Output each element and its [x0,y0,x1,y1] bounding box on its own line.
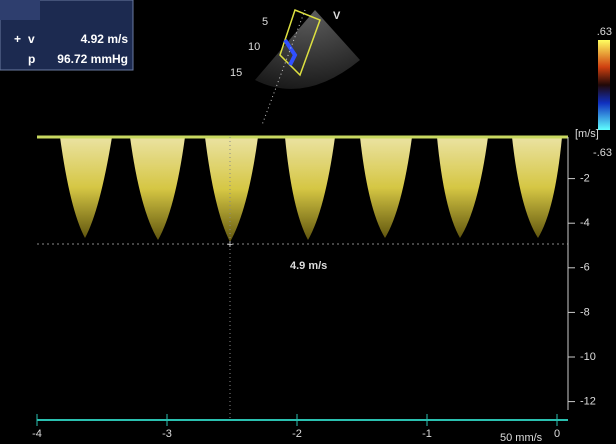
sweep-speed: 50 mm/s [500,432,543,444]
time-tick-label: 0 [554,428,560,440]
info-panel: + v 4.92 m/s p 96.72 mmHg [0,0,133,70]
time-tick-label: -2 [292,428,302,440]
measure-cross: + [227,239,233,251]
color-bar-min: -.63 [593,147,612,159]
v-label: v [28,32,35,46]
doppler-screen: + v 4.92 m/s p 96.72 mmHg V 5 10 15 .63 … [0,0,616,444]
velocity-tick-label: -2 [580,173,590,185]
time-tick-label: -1 [422,428,432,440]
probe-label: V [333,10,341,22]
color-bar-max: .63 [597,26,612,38]
panel-icon [0,0,40,20]
time-tick-label: -3 [162,428,172,440]
depth-label: 10 [248,41,260,53]
measurement: 4.9 m/s [290,260,327,272]
velocity-unit: [m/s] [575,128,599,140]
velocity-tick-label: -12 [580,396,596,408]
velocity-tick-label: -6 [580,262,590,274]
time-tick-label: -4 [32,428,42,440]
crosshair-icon: + [14,32,21,46]
velocity-tick-label: -4 [580,217,590,229]
depth-label: 5 [262,16,268,28]
v-value: 4.92 m/s [81,32,129,46]
depth-label: 15 [230,67,242,79]
p-value: 96.72 mmHg [57,52,128,66]
color-bar [598,40,610,130]
velocity-tick-label: -10 [580,351,596,363]
velocity-tick-label: -8 [580,306,590,318]
p-label: p [28,52,35,66]
